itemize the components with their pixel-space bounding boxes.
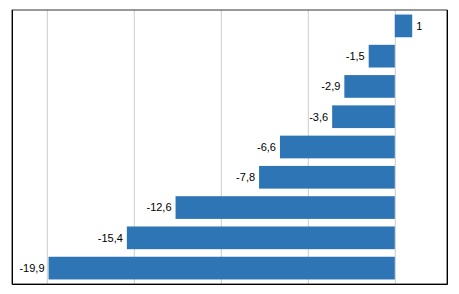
data-labels: 1 -1,5 -2,9 -3,6 -6,6 -7,8 -12,6 -15,4 -19,9 [19, 20, 422, 274]
x-axis [13, 10, 448, 285]
data-label: -7,8 [236, 171, 255, 183]
data-label: -3,6 [309, 111, 328, 123]
bar [176, 196, 395, 219]
data-label: -19,9 [19, 262, 44, 274]
bar [369, 45, 395, 68]
axis-line [13, 10, 448, 285]
data-label: 1 [416, 20, 422, 32]
tick [47, 10, 48, 284]
tick [395, 10, 396, 284]
grid-line [47, 10, 48, 284]
bar [395, 15, 412, 38]
plot: 1 -1,5 -2,9 -3,6 -6,6 -7,8 -12,6 -15,4 -19,9 [12, 10, 448, 285]
bar [127, 226, 395, 249]
data-label: -12,6 [146, 201, 171, 213]
bar [49, 257, 395, 280]
bar [344, 75, 394, 98]
data-label: -2,9 [321, 80, 340, 92]
plot-frame [12, 10, 447, 284]
chart: 1 -1,5 -2,9 -3,6 -6,6 -7,8 -12,6 -15,4 -19,9 [0, 0, 459, 294]
grid-line [395, 10, 396, 284]
bar [280, 136, 395, 159]
data-label: -1,5 [346, 50, 365, 62]
data-label: -15,4 [98, 232, 123, 244]
bars [49, 15, 413, 280]
data-label: -6,6 [257, 141, 276, 153]
bar [332, 105, 395, 128]
bar [259, 166, 395, 189]
